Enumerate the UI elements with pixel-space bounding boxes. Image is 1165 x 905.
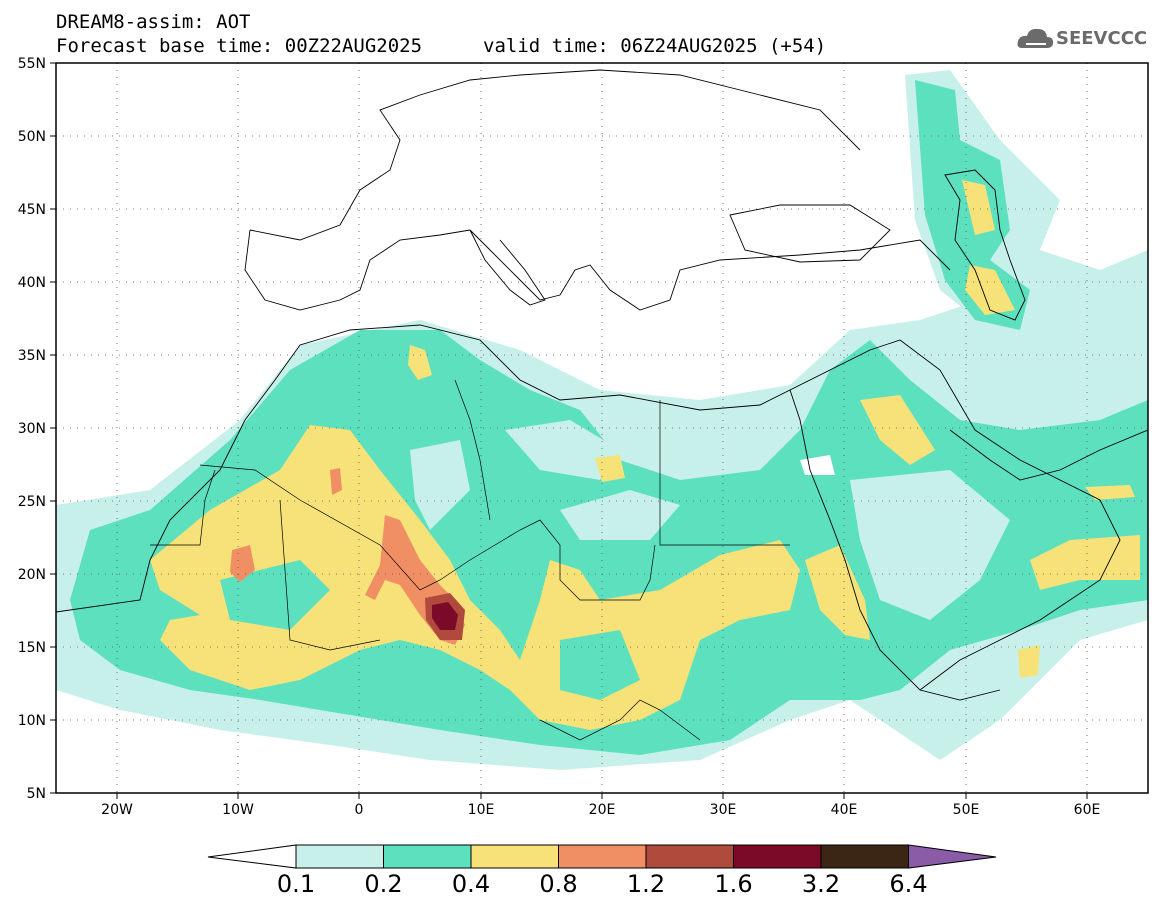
lat-label: 55N: [18, 56, 46, 72]
colorbar-label: 6.4: [889, 870, 928, 898]
lat-label: 50N: [18, 129, 46, 145]
lon-label: 60E: [1074, 802, 1101, 818]
colorbar-swatch: [295, 844, 384, 869]
logo-text: SEEVCCC: [1056, 28, 1148, 49]
forecast-base-time: Forecast base time: 00Z22AUG2025: [56, 35, 423, 57]
map-title: DREAM8-assim: AOT: [56, 11, 251, 33]
axis-ticks: [50, 62, 1088, 799]
aot-level-1.6: [432, 602, 458, 630]
colorbar-label: 1.6: [714, 870, 753, 898]
lat-label: 30N: [18, 421, 46, 437]
colorbar-swatch: [733, 844, 822, 869]
aot-level-0.4: [150, 425, 800, 730]
colorbar-swatch: [558, 844, 647, 869]
lon-label: 10W: [222, 802, 254, 818]
colorbar-swatch: [470, 844, 559, 869]
lat-label: 20N: [18, 567, 46, 583]
lon-label: 10E: [468, 802, 495, 818]
colorbar: [207, 844, 997, 869]
lon-label: 30E: [710, 802, 737, 818]
lon-label: 20W: [101, 802, 133, 818]
coastlines: [56, 69, 1148, 741]
lat-label: 45N: [18, 202, 46, 218]
lat-label: 5N: [27, 786, 46, 802]
colorbar-label: 0.1: [276, 870, 316, 898]
colorbar-under-arrow: [207, 844, 297, 869]
lon-label: 40E: [831, 802, 858, 818]
colorbar-swatch: [645, 844, 734, 869]
colorbar-label: 1.2: [626, 870, 666, 898]
graticule: [56, 63, 1148, 793]
colorbar-over-arrow: [908, 844, 997, 869]
lon-label: 20E: [589, 802, 616, 818]
colorbar-label: 0.8: [539, 870, 578, 898]
lat-label: 10N: [18, 713, 46, 729]
colorbar-label: 0.4: [451, 870, 491, 898]
seevccc-logo: SEEVCCC: [1016, 20, 1156, 56]
valid-time: valid time: 06Z24AUG2025 (+54): [483, 35, 827, 57]
colorbar-label: 3.2: [801, 870, 841, 898]
aot-field: [56, 70, 1148, 770]
cloud-icon: [1017, 28, 1054, 48]
lat-label: 15N: [18, 640, 46, 656]
lat-label: 40N: [18, 275, 46, 291]
colorbar-label: 0.2: [364, 870, 403, 898]
lon-label: 50E: [953, 802, 980, 818]
lon-label: 0: [355, 802, 364, 818]
colorbar-swatch: [820, 844, 909, 869]
lat-label: 35N: [18, 348, 46, 364]
lat-label: 25N: [18, 494, 46, 510]
colorbar-swatch: [383, 844, 472, 869]
